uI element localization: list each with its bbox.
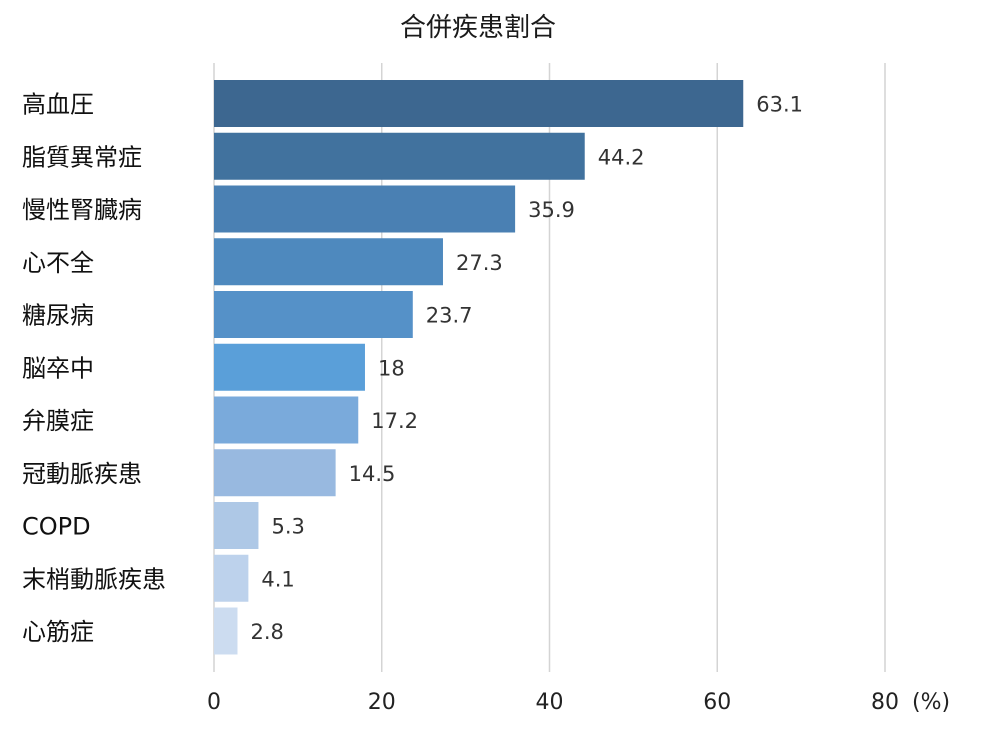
category-label: 脳卒中 (22, 354, 94, 382)
data-label: 14.5 (349, 462, 396, 486)
chart-title: 合併疾患割合 (400, 13, 556, 43)
bar (214, 238, 443, 286)
data-label: 4.1 (261, 567, 294, 591)
data-label: 23.7 (426, 304, 473, 328)
category-label: COPD (22, 513, 91, 541)
x-tick-label: 40 (536, 690, 564, 715)
bar (214, 449, 336, 497)
bar (214, 185, 516, 233)
bar (214, 80, 744, 127)
data-label: 18 (378, 356, 405, 380)
category-label: 高血圧 (22, 91, 94, 119)
value-labels: 63.1 44.2 35.9 27.3 23.7 18 17.2 14.5 5.3 4.1 2.8 (250, 93, 803, 645)
x-axis-ticks: 0 20 40 60 80 (207, 690, 899, 715)
data-label: 35.9 (528, 198, 575, 222)
category-label: 脂質異常症 (22, 143, 142, 171)
bar (214, 343, 365, 391)
category-label: 慢性腎臓病 (22, 196, 142, 224)
bar (214, 132, 585, 180)
data-label: 63.1 (756, 93, 803, 117)
data-label: 27.3 (456, 251, 503, 275)
category-label: 冠動脈疾患 (22, 460, 142, 488)
x-tick-label: 20 (368, 690, 396, 715)
x-tick-label: 0 (207, 690, 221, 715)
category-label: 弁膜症 (22, 407, 94, 435)
bar (214, 607, 238, 655)
bar (214, 291, 413, 338)
x-tick-label: 60 (703, 690, 731, 715)
unit-label: (%) (912, 690, 950, 715)
bars (214, 80, 744, 655)
category-label: 心不全 (22, 249, 94, 277)
category-label: 糖尿病 (22, 302, 94, 330)
category-label: 心筋症 (22, 618, 94, 646)
data-label: 5.3 (271, 515, 304, 539)
bar (214, 502, 259, 549)
bar (214, 554, 249, 602)
data-label: 2.8 (250, 620, 283, 644)
data-label: 17.2 (371, 409, 418, 433)
x-tick-label: 80 (871, 690, 899, 715)
bar (214, 396, 359, 444)
data-label: 44.2 (598, 145, 645, 169)
category-label: 末梢動脈疾患 (22, 565, 166, 593)
